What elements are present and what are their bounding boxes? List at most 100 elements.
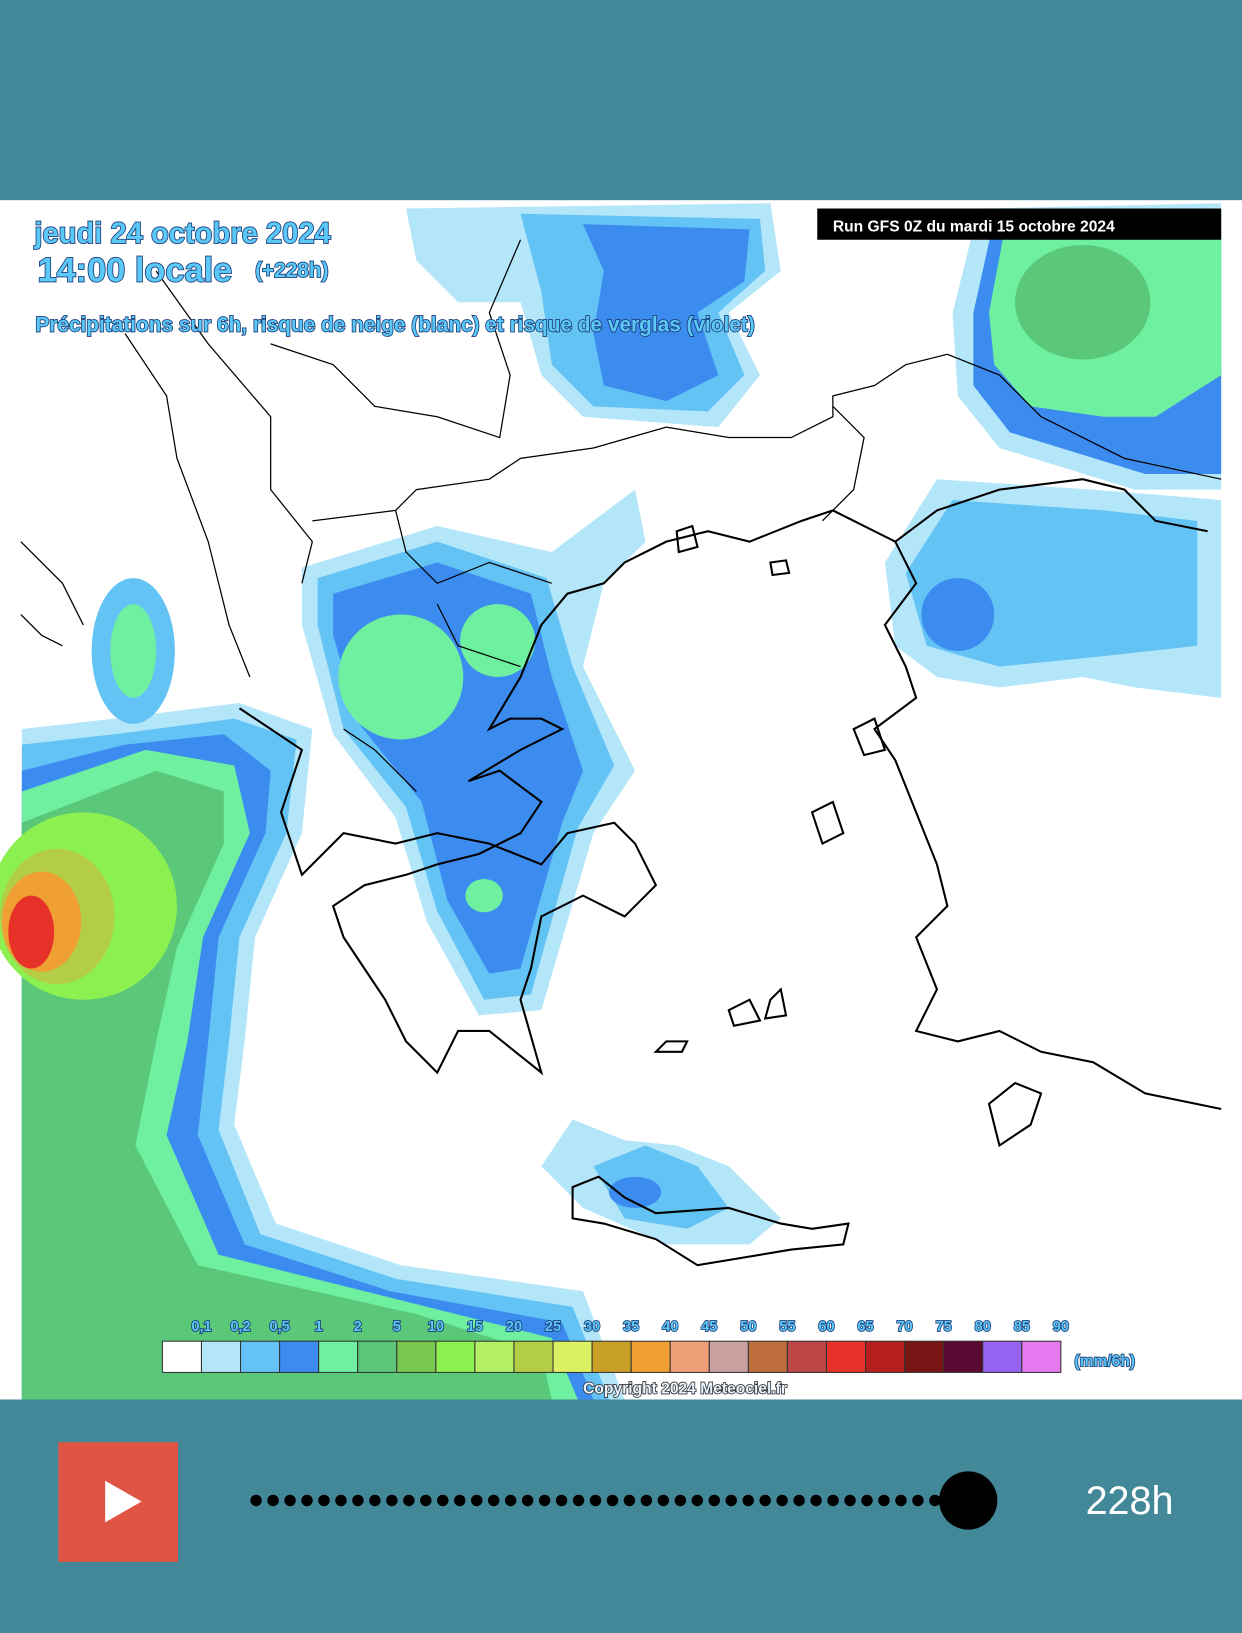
slider-knob[interactable] — [939, 1471, 998, 1530]
legend-label: 60 — [818, 1319, 834, 1335]
legend-label: 55 — [779, 1319, 795, 1335]
legend-label: 45 — [701, 1319, 717, 1335]
legend-label: 1 — [315, 1319, 323, 1335]
legend-swatch — [161, 1340, 202, 1373]
slider-dot — [674, 1494, 687, 1507]
border — [20, 239, 1222, 792]
legend-label: 90 — [1053, 1319, 1069, 1335]
legend-swatch — [279, 1340, 320, 1373]
legend-swatch — [825, 1340, 867, 1373]
slider-dot — [250, 1494, 262, 1507]
slider-dot — [538, 1494, 551, 1507]
legend-swatch — [747, 1340, 788, 1373]
time-label: 228h — [1086, 1479, 1174, 1523]
slider-dot — [470, 1494, 483, 1507]
coastline — [238, 478, 1208, 1076]
map-time: 14:00 locale — [37, 251, 232, 289]
precip-area — [593, 1145, 729, 1229]
slider-dot — [335, 1494, 347, 1507]
slider-dot — [386, 1494, 398, 1507]
map-description: Précipitations sur 6h, risque de neige (… — [35, 313, 754, 336]
legend-label: 35 — [623, 1319, 639, 1335]
legend-swatch — [200, 1340, 242, 1373]
slider-dot — [742, 1494, 754, 1507]
legend-swatch — [904, 1340, 945, 1373]
slider-dot — [759, 1494, 771, 1507]
legend-label: 40 — [662, 1319, 678, 1335]
legend-label: 0,1 — [191, 1319, 211, 1335]
legend-swatch — [396, 1340, 437, 1373]
slider-dot — [369, 1494, 381, 1507]
coastline — [653, 524, 1043, 1148]
slider-dot — [589, 1494, 602, 1507]
slider-dot — [725, 1494, 737, 1507]
legend-label: 15 — [467, 1319, 483, 1335]
play-icon — [105, 1480, 142, 1523]
precip-area — [609, 1176, 662, 1208]
timeline-slider[interactable] — [250, 1494, 990, 1507]
precip-area — [583, 224, 750, 402]
legend-label: 65 — [857, 1319, 873, 1335]
slider-dot — [844, 1494, 856, 1507]
legend-swatch — [943, 1340, 984, 1373]
precip-area — [465, 878, 503, 913]
slider-dot — [657, 1494, 670, 1507]
legend-swatch — [318, 1340, 359, 1373]
slider-dot — [487, 1494, 500, 1507]
slider-dot — [810, 1494, 822, 1507]
legend-label: 0,5 — [269, 1319, 289, 1335]
slider-dot — [793, 1494, 805, 1507]
slider-dot — [827, 1494, 839, 1507]
player-controls: 228h — [58, 1442, 1174, 1562]
slider-dot — [352, 1494, 364, 1507]
slider-dot — [521, 1494, 534, 1507]
slider-dot — [776, 1494, 788, 1507]
legend-swatch — [513, 1340, 554, 1373]
slider-dot — [318, 1494, 330, 1507]
slider-dot — [267, 1494, 279, 1507]
slider-dot — [912, 1494, 924, 1507]
legend-swatch — [435, 1340, 476, 1373]
precip-area — [338, 614, 464, 740]
legend-label: 25 — [545, 1319, 561, 1335]
precip-area — [110, 604, 157, 698]
run-info: Run GFS 0Z du mardi 15 octobre 2024 — [833, 218, 1115, 235]
legend-unit: (mm/6h) — [1074, 1353, 1135, 1370]
slider-dot — [861, 1494, 873, 1507]
legend-swatch — [1021, 1340, 1062, 1373]
slider-dot — [623, 1494, 636, 1507]
legend-swatch — [708, 1340, 749, 1373]
slider-dot — [895, 1494, 907, 1507]
slider-dot — [606, 1494, 619, 1507]
legend-swatch — [552, 1340, 593, 1373]
slider-dot — [708, 1494, 721, 1507]
slider-dot — [454, 1494, 466, 1507]
slider-dot — [437, 1494, 449, 1507]
legend-label: 5 — [393, 1319, 401, 1335]
legend-label: 50 — [740, 1319, 756, 1335]
legend-label: 80 — [975, 1319, 991, 1335]
precip-area — [921, 578, 995, 651]
legend-label: 85 — [1014, 1319, 1030, 1335]
map-date: jeudi 24 octobre 2024 — [33, 218, 331, 250]
legend-label: 0,2 — [230, 1319, 250, 1335]
legend-label: 2 — [354, 1319, 362, 1335]
slider-dot — [878, 1494, 890, 1507]
legend-swatch — [982, 1340, 1023, 1373]
legend-swatch — [591, 1340, 632, 1373]
legend-label: 30 — [584, 1319, 600, 1335]
map-lead-time: (+228h) — [255, 259, 328, 282]
precip-area — [460, 604, 536, 677]
legend-label: 20 — [506, 1319, 522, 1335]
weather-map: Run GFS 0Z du mardi 15 octobre 2024 jeud… — [0, 200, 1242, 1400]
legend: 0,1 0,2 0,5 1 2 5 10 15 20 25 30 35 40 45 50 55 60 65 70 75… — [161, 1318, 1070, 1373]
legend-swatch — [630, 1340, 671, 1373]
slider-dot — [640, 1494, 653, 1507]
legend-swatch — [865, 1340, 906, 1373]
slider-dot — [572, 1494, 585, 1507]
top-bar — [0, 0, 1242, 201]
legend-swatch — [240, 1340, 281, 1373]
slider-dot — [504, 1494, 517, 1507]
